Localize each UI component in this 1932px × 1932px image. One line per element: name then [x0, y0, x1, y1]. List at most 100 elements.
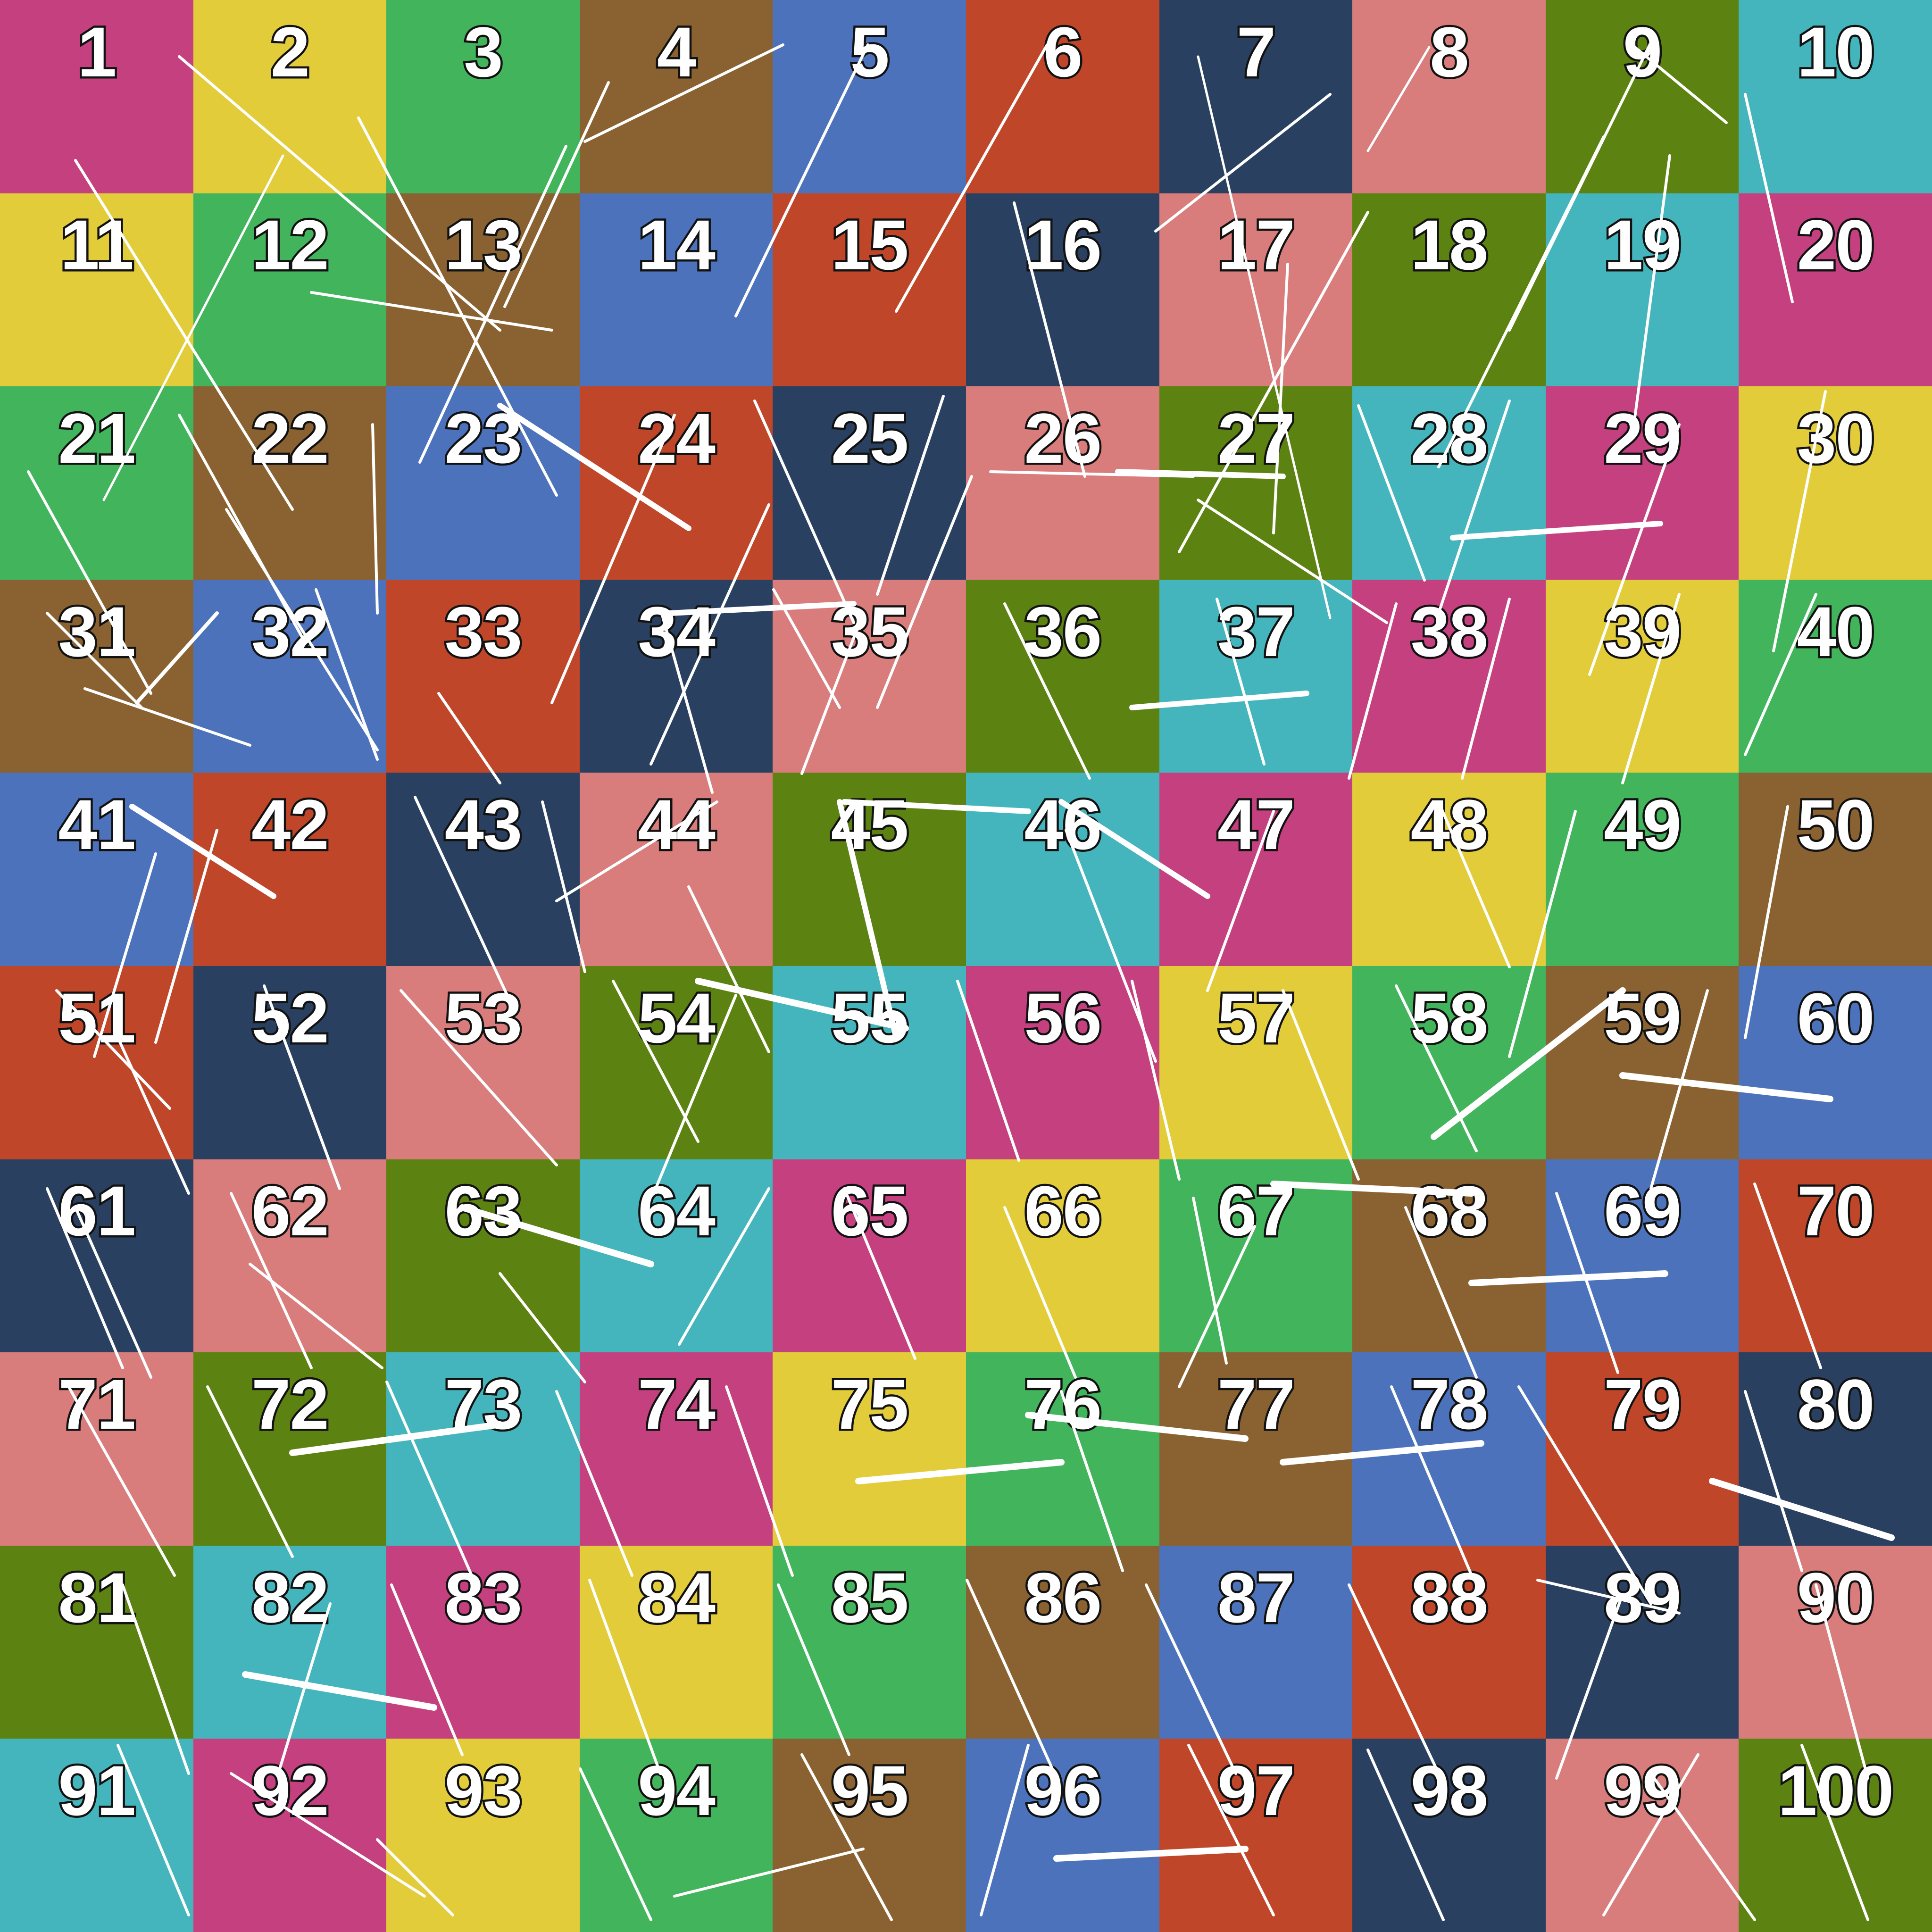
grid-cell[interactable]: 79 — [1545, 1352, 1739, 1546]
grid-cell[interactable]: 34 — [579, 579, 773, 773]
grid-cell[interactable]: 47 — [1159, 773, 1353, 966]
grid-cell[interactable]: 88 — [1352, 1545, 1546, 1739]
grid-cell[interactable]: 65 — [773, 1159, 966, 1353]
grid-cell[interactable]: 98 — [1352, 1739, 1546, 1932]
grid-cell[interactable]: 89 — [1545, 1545, 1739, 1739]
grid-cell[interactable]: 27 — [1159, 386, 1353, 580]
grid-cell[interactable]: 31 — [0, 579, 193, 773]
grid-cell[interactable]: 18 — [1352, 193, 1546, 387]
grid-cell[interactable]: 21 — [0, 386, 193, 580]
grid-cell[interactable]: 70 — [1739, 1159, 1932, 1353]
grid-cell[interactable]: 19 — [1545, 193, 1739, 387]
grid-cell[interactable]: 53 — [386, 966, 580, 1159]
grid-cell[interactable]: 82 — [193, 1545, 387, 1739]
grid-cell[interactable]: 72 — [193, 1352, 387, 1546]
grid-cell[interactable]: 38 — [1352, 579, 1546, 773]
grid-cell[interactable]: 4 — [579, 0, 773, 193]
grid-cell[interactable]: 84 — [579, 1545, 773, 1739]
grid-cell[interactable]: 11 — [0, 193, 193, 387]
grid-cell[interactable]: 40 — [1739, 579, 1932, 773]
grid-cell[interactable]: 78 — [1352, 1352, 1546, 1546]
grid-cell[interactable]: 97 — [1159, 1739, 1353, 1932]
grid-cell[interactable]: 56 — [966, 966, 1159, 1159]
grid-cell[interactable]: 71 — [0, 1352, 193, 1546]
grid-cell[interactable]: 81 — [0, 1545, 193, 1739]
grid-cell[interactable]: 75 — [773, 1352, 966, 1546]
grid-cell[interactable]: 76 — [966, 1352, 1159, 1546]
grid-cell[interactable]: 16 — [966, 193, 1159, 387]
grid-cell[interactable]: 94 — [579, 1739, 773, 1932]
grid-cell[interactable]: 30 — [1739, 386, 1932, 580]
grid-cell[interactable]: 41 — [0, 773, 193, 966]
grid-cell[interactable]: 58 — [1352, 966, 1546, 1159]
grid-cell[interactable]: 59 — [1545, 966, 1739, 1159]
grid-cell[interactable]: 96 — [966, 1739, 1159, 1932]
grid-cell[interactable]: 3 — [386, 0, 580, 193]
grid-cell[interactable]: 25 — [773, 386, 966, 580]
grid-cell[interactable]: 42 — [193, 773, 387, 966]
grid-cell[interactable]: 63 — [386, 1159, 580, 1353]
grid-cell[interactable]: 24 — [579, 386, 773, 580]
grid-cell[interactable]: 68 — [1352, 1159, 1546, 1353]
grid-cell[interactable]: 13 — [386, 193, 580, 387]
grid-cell[interactable]: 66 — [966, 1159, 1159, 1353]
grid-cell[interactable]: 14 — [579, 193, 773, 387]
grid-cell[interactable]: 77 — [1159, 1352, 1353, 1546]
grid-cell[interactable]: 32 — [193, 579, 387, 773]
grid-cell[interactable]: 48 — [1352, 773, 1546, 966]
grid-cell[interactable]: 52 — [193, 966, 387, 1159]
grid-cell[interactable]: 83 — [386, 1545, 580, 1739]
grid-cell[interactable]: 5 — [773, 0, 966, 193]
grid-cell[interactable]: 61 — [0, 1159, 193, 1353]
grid-cell[interactable]: 33 — [386, 579, 580, 773]
grid-cell[interactable]: 92 — [193, 1739, 387, 1932]
grid-cell[interactable]: 100 — [1739, 1739, 1932, 1932]
grid-cell[interactable]: 36 — [966, 579, 1159, 773]
grid-cell[interactable]: 12 — [193, 193, 387, 387]
grid-cell[interactable]: 23 — [386, 386, 580, 580]
grid-cell[interactable]: 85 — [773, 1545, 966, 1739]
grid-cell[interactable]: 86 — [966, 1545, 1159, 1739]
grid-cell[interactable]: 55 — [773, 966, 966, 1159]
grid-cell[interactable]: 26 — [966, 386, 1159, 580]
grid-cell[interactable]: 17 — [1159, 193, 1353, 387]
grid-cell[interactable]: 10 — [1739, 0, 1932, 193]
grid-cell[interactable]: 73 — [386, 1352, 580, 1546]
grid-cell[interactable]: 8 — [1352, 0, 1546, 193]
grid-cell[interactable]: 69 — [1545, 1159, 1739, 1353]
grid-cell[interactable]: 1 — [0, 0, 193, 193]
grid-cell[interactable]: 95 — [773, 1739, 966, 1932]
grid-cell[interactable]: 64 — [579, 1159, 773, 1353]
grid-cell[interactable]: 80 — [1739, 1352, 1932, 1546]
grid-cell[interactable]: 60 — [1739, 966, 1932, 1159]
grid-cell[interactable]: 43 — [386, 773, 580, 966]
grid-cell[interactable]: 37 — [1159, 579, 1353, 773]
grid-cell[interactable]: 62 — [193, 1159, 387, 1353]
grid-cell[interactable]: 91 — [0, 1739, 193, 1932]
grid-cell[interactable]: 15 — [773, 193, 966, 387]
grid-cell[interactable]: 51 — [0, 966, 193, 1159]
grid-cell[interactable]: 54 — [579, 966, 773, 1159]
grid-cell[interactable]: 20 — [1739, 193, 1932, 387]
grid-cell[interactable]: 44 — [579, 773, 773, 966]
grid-cell[interactable]: 67 — [1159, 1159, 1353, 1353]
grid-cell[interactable]: 39 — [1545, 579, 1739, 773]
grid-cell[interactable]: 74 — [579, 1352, 773, 1546]
grid-cell[interactable]: 29 — [1545, 386, 1739, 580]
grid-cell[interactable]: 35 — [773, 579, 966, 773]
grid-cell[interactable]: 9 — [1545, 0, 1739, 193]
grid-cell[interactable]: 6 — [966, 0, 1159, 193]
grid-cell[interactable]: 28 — [1352, 386, 1546, 580]
grid-cell[interactable]: 7 — [1159, 0, 1353, 193]
grid-cell[interactable]: 50 — [1739, 773, 1932, 966]
grid-cell[interactable]: 2 — [193, 0, 387, 193]
grid-cell[interactable]: 99 — [1545, 1739, 1739, 1932]
grid-cell[interactable]: 87 — [1159, 1545, 1353, 1739]
grid-cell[interactable]: 46 — [966, 773, 1159, 966]
grid-cell[interactable]: 57 — [1159, 966, 1353, 1159]
grid-cell[interactable]: 45 — [773, 773, 966, 966]
grid-cell[interactable]: 90 — [1739, 1545, 1932, 1739]
grid-cell[interactable]: 93 — [386, 1739, 580, 1932]
grid-cell[interactable]: 49 — [1545, 773, 1739, 966]
grid-cell[interactable]: 22 — [193, 386, 387, 580]
